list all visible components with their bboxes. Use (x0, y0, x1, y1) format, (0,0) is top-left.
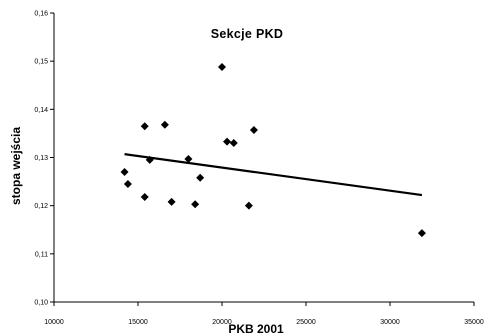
x-tick-label: 10000 (44, 319, 64, 326)
y-axis-ticks: 0,10 0,11 0,12 0,13 0,14 0,15 0,16 (34, 11, 54, 307)
data-point (249, 126, 258, 135)
data-point (120, 167, 129, 176)
data-point (160, 120, 169, 129)
data-point (140, 122, 149, 131)
data-point (223, 137, 232, 146)
data-point (184, 154, 193, 163)
y-tick-label: 0,13 (34, 155, 48, 162)
data-point (145, 155, 154, 164)
y-tick-label: 0,12 (34, 203, 48, 210)
data-point (417, 229, 426, 238)
trend-line (124, 153, 423, 197)
data-point (196, 173, 205, 182)
y-tick-label: 0,10 (34, 300, 48, 307)
data-point (191, 200, 200, 209)
y-tick-label: 0,16 (34, 11, 48, 18)
data-point (218, 62, 226, 71)
y-tick-label: 0,11 (35, 251, 48, 258)
x-tick-label: 15000 (128, 319, 148, 326)
data-point (229, 139, 238, 148)
y-tick-label: 0,14 (34, 107, 48, 114)
data-points (120, 62, 426, 238)
chart-title: Sekcje PKD (211, 27, 283, 41)
x-tick-label: 35000 (464, 319, 484, 326)
x-axis-ticks: 10000 15000 20000 25000 30000 35000 (44, 302, 484, 326)
data-point (167, 197, 176, 206)
y-tick-label: 0,15 (34, 59, 48, 66)
data-point (244, 201, 253, 210)
x-tick-label: 25000 (296, 319, 316, 326)
data-point (140, 192, 149, 201)
x-tick-label: 30000 (380, 319, 400, 326)
x-tick-label: 20000 (212, 319, 232, 326)
y-axis-label: stopa wejścia (9, 127, 23, 205)
data-point (123, 179, 132, 188)
x-axis-label: PKB 2001 (228, 322, 284, 336)
